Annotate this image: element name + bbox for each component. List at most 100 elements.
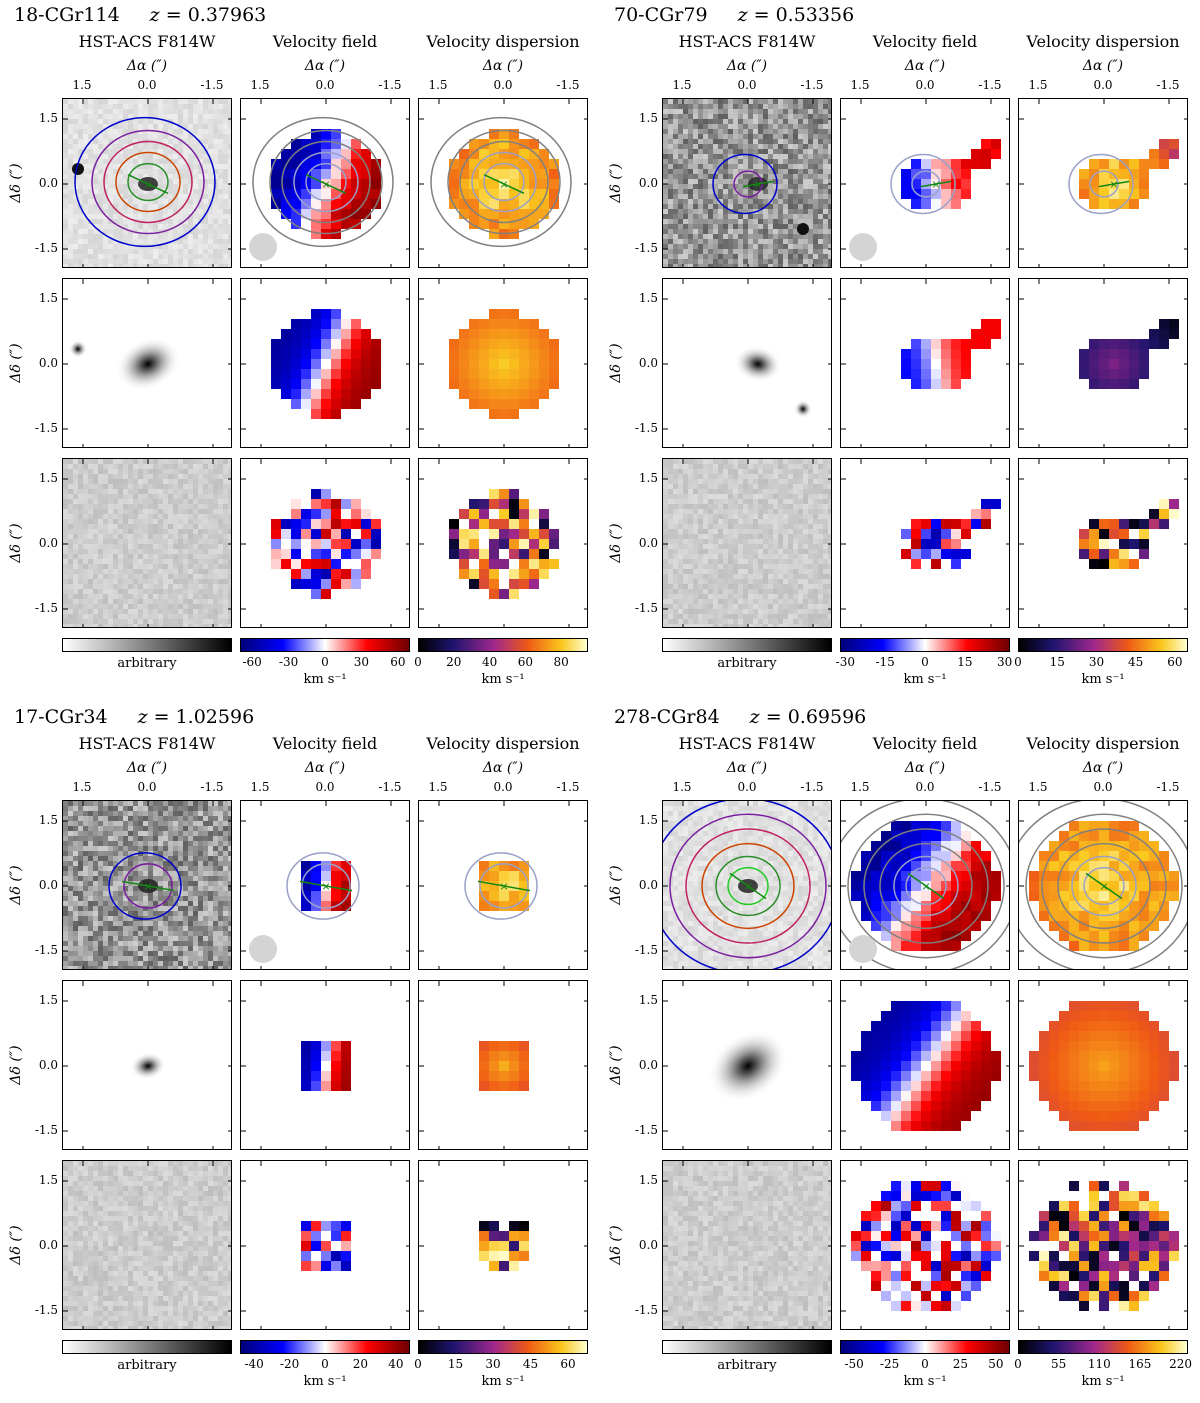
image-pixel (718, 164, 723, 169)
image-pixel (748, 544, 753, 549)
image-pixel (813, 179, 818, 184)
image-pixel (133, 484, 138, 489)
image-pixel (78, 249, 83, 254)
image-pixel (173, 469, 178, 474)
isophote-contour (127, 162, 169, 202)
image-pixel (783, 544, 788, 549)
dispersion-pixel (489, 369, 499, 379)
velocity-pixel (351, 329, 361, 339)
image-pixel (778, 229, 783, 234)
image-pixel (193, 494, 198, 499)
image-pixel (788, 114, 793, 119)
image-pixel (763, 169, 768, 174)
image-pixel (93, 164, 98, 169)
image-pixel (778, 239, 783, 244)
image-pixel (228, 254, 231, 259)
image-pixel (728, 219, 733, 224)
image-pixel (63, 174, 68, 179)
image-pixel (198, 589, 203, 594)
image-pixel (173, 189, 178, 194)
image-pixel (73, 259, 78, 264)
image-pixel (63, 474, 68, 479)
image-pixel (153, 524, 158, 529)
velocity-pixel (331, 389, 341, 399)
dispersion-pixel (459, 329, 469, 339)
image-pixel (133, 459, 138, 464)
image-pixel (183, 234, 188, 239)
image-pixel (103, 179, 108, 184)
image-pixel (753, 514, 758, 519)
image-pixel (813, 209, 818, 214)
image-pixel (793, 124, 798, 129)
image-pixel (728, 559, 733, 564)
image-pixel (728, 549, 733, 554)
image-pixel (218, 594, 223, 599)
image-pixel (78, 109, 83, 114)
image-pixel (123, 619, 128, 624)
image-pixel (198, 599, 203, 604)
dispersion-pixel (529, 329, 539, 339)
image-pixel (818, 99, 823, 104)
image-pixel (108, 219, 113, 224)
image-pixel (63, 234, 68, 239)
image-pixel (673, 129, 678, 134)
velocity-pixel (291, 209, 301, 219)
image-pixel (723, 514, 728, 519)
image-pixel (683, 484, 688, 489)
image-pixel (103, 559, 108, 564)
image-pixel (668, 464, 673, 469)
image-pixel (138, 174, 143, 179)
image-pixel (823, 134, 828, 139)
image-pixel (218, 499, 223, 504)
velocity-pixel (291, 539, 301, 549)
image-pixel (663, 154, 668, 159)
image-pixel (208, 519, 213, 524)
image-pixel (753, 509, 758, 514)
velocity-pixel (331, 509, 341, 519)
dispersion-pixel (539, 179, 549, 189)
image-pixel (193, 609, 198, 614)
dispersion-pixel (469, 509, 479, 519)
image-pixel (673, 544, 678, 549)
image-pixel (688, 554, 693, 559)
image-pixel (138, 474, 143, 479)
image-pixel (718, 189, 723, 194)
image-pixel (693, 544, 698, 549)
dispersion-pixel (529, 369, 539, 379)
velocity-pixel (351, 509, 361, 519)
image-pixel (728, 489, 733, 494)
image-pixel (703, 204, 708, 209)
image-pixel (688, 264, 693, 267)
image-pixel (83, 474, 88, 479)
image-pixel (723, 239, 728, 244)
image-pixel (228, 469, 231, 474)
image-pixel (753, 199, 758, 204)
image-pixel (88, 604, 93, 609)
image-pixel (663, 494, 668, 499)
image-pixel (668, 479, 673, 484)
image-pixel (773, 239, 778, 244)
image-pixel (68, 514, 73, 519)
image-pixel (713, 504, 718, 509)
velocity-pixel (361, 379, 371, 389)
colorbar (62, 638, 232, 652)
image-pixel (718, 99, 723, 104)
image-pixel (183, 204, 188, 209)
image-pixel (803, 539, 808, 544)
dispersion-pixel (549, 559, 559, 569)
image-pixel (758, 99, 763, 104)
image-pixel (228, 184, 231, 189)
image-pixel (668, 229, 673, 234)
image-pixel (713, 544, 718, 549)
image-pixel (713, 254, 718, 259)
image-pixel (228, 144, 231, 149)
image-pixel (803, 199, 808, 204)
x-axis-label: Δα (″) (482, 58, 524, 74)
velocity-pixel (321, 389, 331, 399)
redshift-value: 0.37963 (187, 4, 267, 26)
image-pixel (788, 259, 793, 264)
image-pixel (748, 504, 753, 509)
image-pixel (108, 539, 113, 544)
image-pixel (218, 544, 223, 549)
image-pixel (133, 139, 138, 144)
